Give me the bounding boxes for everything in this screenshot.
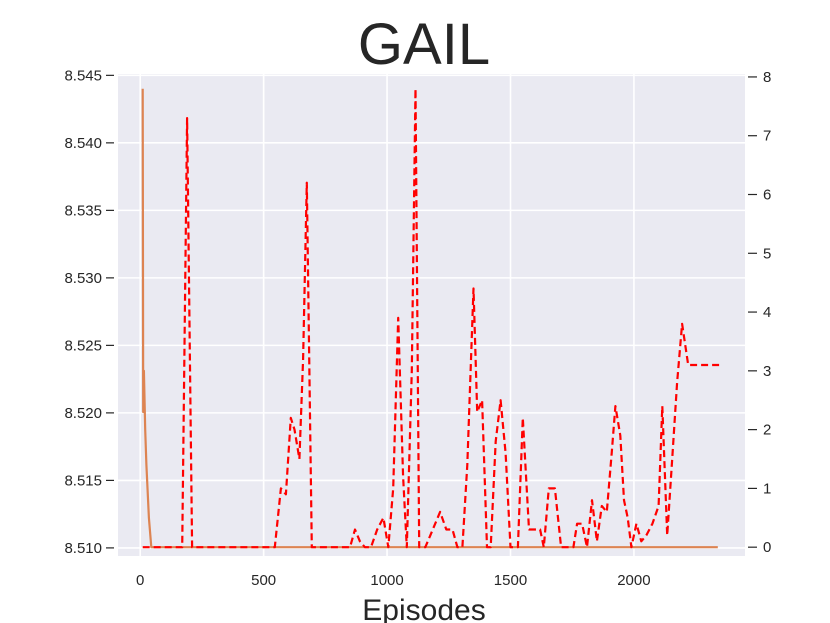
x-axis-label: Episodes: [362, 594, 485, 623]
y-tick-label: 8.525: [64, 337, 102, 354]
x-tick-label: 1500: [494, 572, 527, 589]
x-tick-label: 0: [136, 572, 144, 589]
y-tick-label: 8.520: [64, 405, 102, 422]
axis-ticks: 0 500 1000 1500 2000 8.510 8.515 8.520 8.525 8.53…: [64, 67, 771, 589]
x-tick-label: 2000: [617, 572, 650, 589]
x-tick-label: 1000: [370, 572, 403, 589]
y2-tick-label: 3: [763, 363, 771, 380]
y-tick-label: 8.545: [64, 67, 102, 84]
y-tick-label: 8.510: [64, 540, 102, 557]
y2-tick-label: 8: [763, 69, 771, 86]
plot-background: [118, 74, 745, 556]
y2-tick-label: 5: [763, 245, 771, 262]
y2-tick-label: 0: [763, 539, 771, 556]
dashed-series-line: [142, 87, 720, 549]
chart-title: GAIL: [358, 12, 490, 77]
y2-tick-label: 2: [763, 422, 771, 439]
y2-tick-label: 1: [763, 480, 771, 497]
y-tick-label: 8.540: [64, 135, 102, 152]
y-tick-label: 8.535: [64, 202, 102, 219]
y2-tick-label: 6: [763, 187, 771, 204]
y-tick-label: 8.530: [64, 270, 102, 287]
y2-tick-label: 7: [763, 128, 771, 145]
y2-tick-label: 4: [763, 304, 771, 321]
x-tick-label: 500: [251, 572, 276, 589]
y-tick-label: 8.515: [64, 472, 102, 489]
series-layer: [141, 87, 720, 549]
